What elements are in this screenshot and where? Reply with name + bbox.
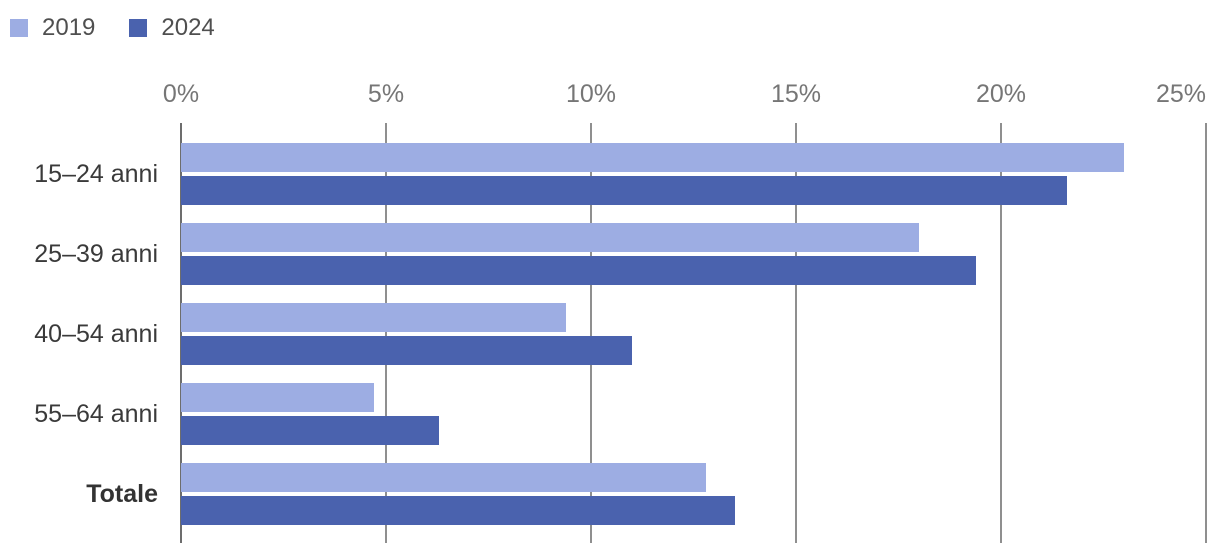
bar-2024-Totale xyxy=(181,496,735,525)
gridline xyxy=(795,123,797,543)
gridline xyxy=(1000,123,1002,543)
bar-2019-Totale xyxy=(181,463,706,492)
plot-area: 0% 5% 10% 15% 20% 25% xyxy=(163,80,1207,543)
x-axis-tick-label: 0% xyxy=(162,80,200,108)
category-label: 55–64 anni xyxy=(34,400,158,428)
bar-2024-25–39-anni xyxy=(181,256,977,285)
legend-label: 2019 xyxy=(42,14,96,41)
category-label: 40–54 anni xyxy=(34,320,158,348)
x-axis-tick-label: 10% xyxy=(565,80,617,108)
x-axis-tick-label: 20% xyxy=(975,80,1027,108)
category-label: Totale xyxy=(86,480,158,508)
legend-label: 2024 xyxy=(161,14,215,41)
x-axis-tick-label: 5% xyxy=(367,80,405,108)
legend-item-2019: 2019 xyxy=(10,11,95,45)
bar-2024-55–64-anni xyxy=(181,416,440,445)
x-axis-tick-label: 25% xyxy=(1155,80,1206,108)
legend-swatch-icon xyxy=(129,19,148,37)
bar-2019-15–24-anni xyxy=(181,143,1124,172)
gridline xyxy=(385,123,387,543)
bar-2024-15–24-anni xyxy=(181,176,1067,205)
bar-2024-40–54-anni xyxy=(181,336,632,365)
legend: 2019 2024 xyxy=(10,11,215,45)
gridline xyxy=(590,123,592,543)
gridline xyxy=(1205,123,1207,543)
x-axis-line xyxy=(180,123,182,543)
bar-2019-55–64-anni xyxy=(181,383,374,412)
category-label: 15–24 anni xyxy=(34,160,158,188)
category-label: 25–39 anni xyxy=(34,240,158,268)
bar-2019-25–39-anni xyxy=(181,223,919,252)
bar-2019-40–54-anni xyxy=(181,303,567,332)
legend-item-2024: 2024 xyxy=(129,11,215,45)
legend-swatch-icon xyxy=(10,19,28,37)
x-axis-tick-label: 15% xyxy=(770,80,822,108)
